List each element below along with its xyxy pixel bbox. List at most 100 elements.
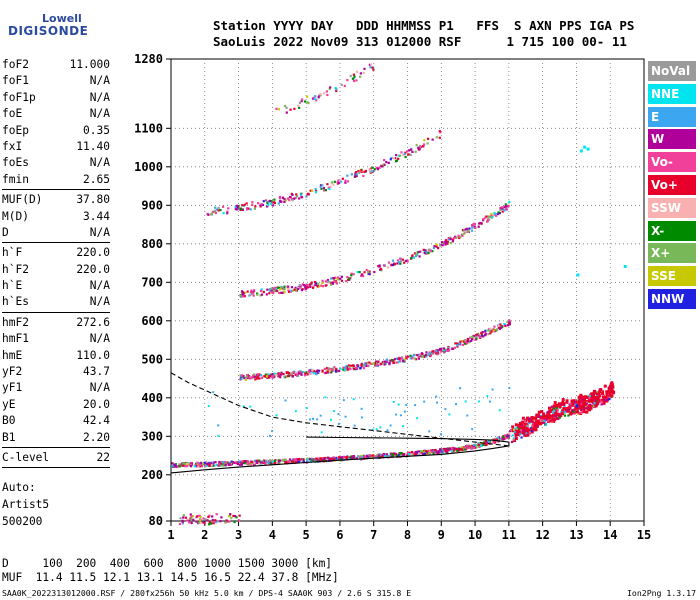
echo-point xyxy=(608,393,612,397)
echo-point xyxy=(585,407,588,410)
echo-point xyxy=(486,218,490,221)
echo-point xyxy=(350,274,353,277)
echo-point xyxy=(222,212,225,215)
echo-point xyxy=(488,400,491,403)
echo-point xyxy=(334,368,338,371)
echo-point xyxy=(554,415,557,418)
echo-point xyxy=(415,452,418,455)
echo-point xyxy=(487,440,491,443)
echo-point xyxy=(331,281,335,285)
echo-point xyxy=(454,403,457,406)
echo-point xyxy=(534,428,538,432)
echo-point xyxy=(473,337,476,340)
echo-point xyxy=(218,460,221,464)
echo-point xyxy=(597,398,601,402)
echo-point xyxy=(461,234,464,237)
echo-point xyxy=(242,374,245,378)
echo-point xyxy=(260,203,263,206)
echo-point xyxy=(420,451,424,454)
x-tick-label: 6 xyxy=(336,528,343,542)
echo-point xyxy=(371,170,374,173)
echo-point xyxy=(398,357,401,360)
echo-point xyxy=(224,521,227,524)
echo-point xyxy=(213,209,217,212)
echo-point xyxy=(326,278,330,282)
param-name: B1 xyxy=(2,430,16,444)
echo-point xyxy=(483,442,487,445)
echo-point xyxy=(347,364,350,367)
echo-point xyxy=(467,444,470,447)
echo-point xyxy=(195,464,198,467)
echo-point xyxy=(325,90,329,93)
param-value: N/A xyxy=(89,279,110,293)
echo-point xyxy=(447,348,450,351)
echo-point xyxy=(322,186,326,190)
echo-point xyxy=(569,412,573,416)
echo-point xyxy=(477,442,480,445)
echo-point xyxy=(378,456,381,459)
echo-point xyxy=(423,139,426,142)
echo-point xyxy=(277,286,280,289)
echo-point xyxy=(340,83,343,86)
echo-point xyxy=(334,457,338,460)
muf-row: MUF 11.4 11.5 12.1 13.1 14.5 16.5 22.4 3… xyxy=(2,571,339,584)
echo-point xyxy=(336,181,339,184)
echo-point xyxy=(226,212,229,215)
echo-point xyxy=(425,351,428,354)
echo-point xyxy=(402,453,405,457)
echo-point xyxy=(463,228,466,232)
echo-point xyxy=(282,459,285,462)
x-tick-label: 1 xyxy=(167,528,174,542)
echo-point xyxy=(221,461,225,464)
echo-point xyxy=(442,347,446,350)
echo-point xyxy=(345,365,348,368)
echo-point xyxy=(385,453,389,456)
echo-point xyxy=(586,147,590,151)
echo-point xyxy=(439,244,442,247)
echo-point xyxy=(291,371,295,374)
echo-point xyxy=(321,285,325,288)
echo-point xyxy=(211,518,214,522)
echo-point xyxy=(286,371,289,374)
echo-point xyxy=(175,465,179,469)
echo-point xyxy=(567,414,570,417)
echo-point xyxy=(393,452,396,455)
param-row: B0 42.4 xyxy=(2,413,110,429)
echo-point xyxy=(283,291,286,294)
echo-point xyxy=(325,367,329,370)
echo-point xyxy=(368,270,371,273)
echo-point xyxy=(470,229,474,232)
echo-point xyxy=(376,167,379,170)
echo-point xyxy=(565,400,569,404)
param-name: foE xyxy=(2,107,23,121)
echo-point xyxy=(423,450,426,453)
echo-point xyxy=(448,238,451,241)
echo-point xyxy=(324,280,327,283)
echo-point xyxy=(575,405,578,408)
echo-point xyxy=(258,377,261,380)
echo-point xyxy=(233,520,236,524)
echo-point xyxy=(508,434,511,437)
echo-point xyxy=(397,453,401,457)
echo-point xyxy=(475,338,478,341)
echo-point xyxy=(237,519,241,522)
echo-point xyxy=(493,329,496,332)
echo-point xyxy=(552,407,556,410)
echo-point xyxy=(399,360,402,363)
echo-point xyxy=(530,430,534,433)
echo-point xyxy=(475,333,479,336)
echo-point xyxy=(352,73,355,76)
echo-point xyxy=(241,460,244,463)
legend-item-w: W xyxy=(648,129,696,150)
param-row: M(D) 3.44 xyxy=(2,209,110,225)
echo-point xyxy=(252,294,255,297)
echo-point xyxy=(586,401,589,404)
echo-point xyxy=(375,428,378,431)
y-tick-label: 500 xyxy=(141,352,163,366)
echo-point xyxy=(418,146,421,149)
echo-point xyxy=(225,519,228,522)
echo-point xyxy=(251,460,254,463)
echo-point xyxy=(313,280,317,284)
echo-point xyxy=(610,387,614,391)
echo-point xyxy=(375,360,378,363)
